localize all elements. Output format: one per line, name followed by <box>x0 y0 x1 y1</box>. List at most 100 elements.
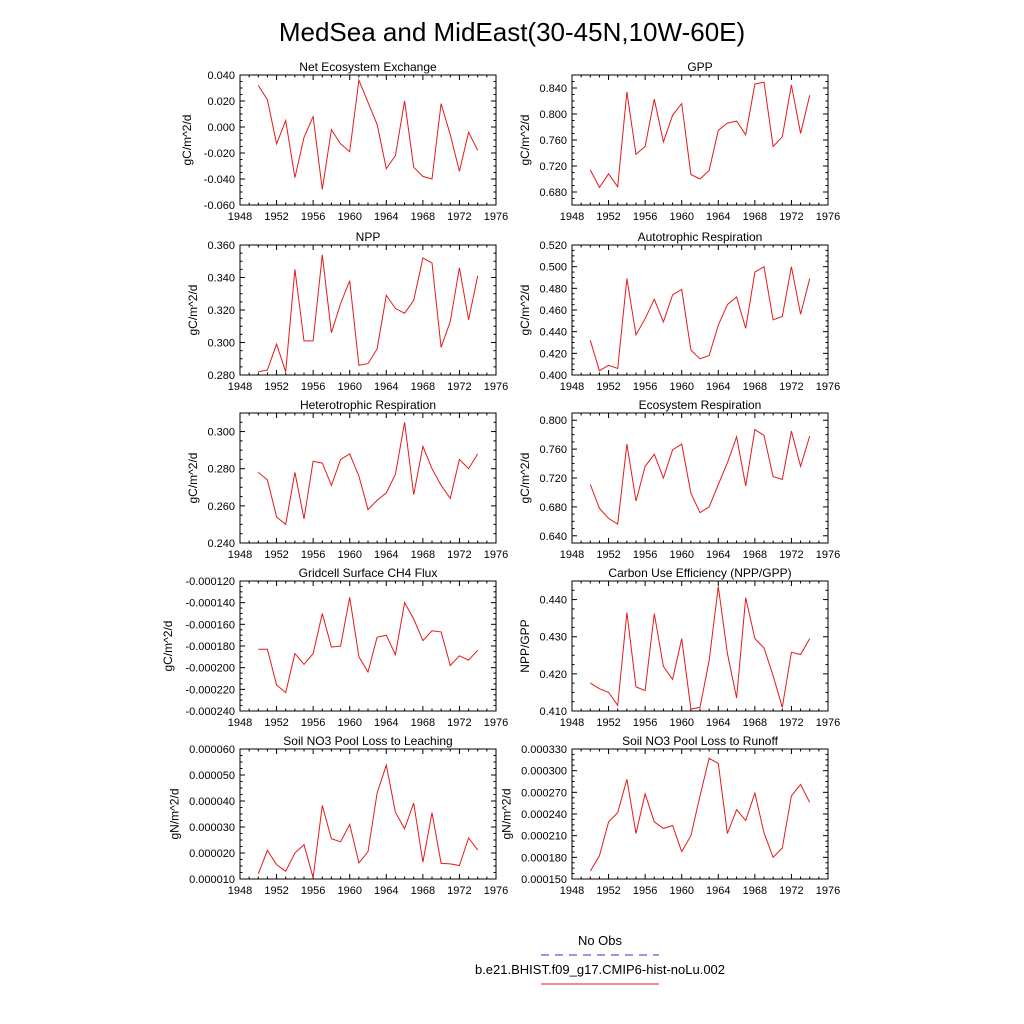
x-tick-label: 1952 <box>596 717 620 729</box>
x-tick-label: 1964 <box>706 211 730 223</box>
x-tick-label: 1956 <box>301 717 325 729</box>
y-axis-label: gC/m^2/d <box>180 115 194 166</box>
y-tick-label: 0.720 <box>539 161 567 173</box>
y-tick-label: 0.300 <box>207 427 235 439</box>
x-tick-label: 1948 <box>228 211 252 223</box>
y-tick-label: 0.000040 <box>189 796 235 808</box>
x-tick-label: 1952 <box>596 211 620 223</box>
y-tick-label: 0.760 <box>539 135 567 147</box>
panel-4: Heterotrophic Respiration 1948 1952 1956 196… <box>186 398 508 561</box>
panel-title: Soil NO3 Pool Loss to Runoff <box>622 734 779 748</box>
series-line <box>589 757 811 872</box>
x-tick-label: 1968 <box>743 211 767 223</box>
y-tick-label: 0.500 <box>539 262 567 274</box>
panel-title: GPP <box>687 60 712 74</box>
plot-frame <box>239 580 497 712</box>
plot-frame <box>239 244 497 376</box>
x-tick-label: 1976 <box>484 549 508 561</box>
panel-1: GPP 1948 1952 1956 1960 1964 1968 1972 1976 0.680… <box>518 60 840 223</box>
y-tick-label: 0.000330 <box>521 744 567 756</box>
series-line <box>589 428 811 526</box>
y-axis-label: gC/m^2/d <box>518 115 532 166</box>
y-axis-label: gC/m^2/d <box>161 621 175 672</box>
panel-title: Autotrophic Respiration <box>638 230 763 244</box>
x-tick-label: 1960 <box>669 381 693 393</box>
x-tick-label: 1956 <box>301 381 325 393</box>
x-tick-label: 1960 <box>337 381 361 393</box>
y-axis-label: gC/m^2/d <box>518 285 532 336</box>
x-tick-label: 1968 <box>411 549 435 561</box>
y-tick-label: 0.640 <box>539 531 567 543</box>
y-tick-label: 0.720 <box>539 473 567 485</box>
y-tick-label: 0.000 <box>207 122 235 134</box>
x-tick-label: 1964 <box>374 381 398 393</box>
x-tick-label: 1952 <box>264 717 288 729</box>
x-tick-label: 1952 <box>596 885 620 897</box>
panel-title: Soil NO3 Pool Loss to Leaching <box>283 734 452 748</box>
y-axis-label: gC/m^2/d <box>186 453 200 504</box>
legend-label-model: b.e21.BHIST.f09_g17.CMIP6-hist-noLu.002 <box>475 962 725 977</box>
x-tick-label: 1956 <box>633 885 657 897</box>
panel-0: Net Ecosystem Exchange 1948 1952 1956 1960 19… <box>180 60 508 223</box>
x-tick-label: 1956 <box>633 381 657 393</box>
y-tick-label: 0.480 <box>539 283 567 295</box>
x-tick-label: 1968 <box>411 211 435 223</box>
y-tick-label: -0.060 <box>204 200 235 212</box>
x-tick-label: 1952 <box>596 381 620 393</box>
y-tick-label: 0.440 <box>539 327 567 339</box>
panel-title: NPP <box>356 230 381 244</box>
figure-title: MedSea and MidEast(30-45N,10W-60E) <box>279 17 745 47</box>
x-tick-label: 1952 <box>596 549 620 561</box>
y-tick-label: 0.040 <box>207 70 235 82</box>
x-tick-label: 1964 <box>374 717 398 729</box>
y-tick-label: -0.040 <box>204 174 235 186</box>
x-tick-label: 1960 <box>669 211 693 223</box>
legend-label-no-obs: No Obs <box>578 933 623 948</box>
panel-5: Ecosystem Respiration 1948 1952 1956 1960 196… <box>518 398 840 561</box>
x-tick-label: 1960 <box>337 211 361 223</box>
y-tick-label: -0.020 <box>204 148 235 160</box>
panel-9: Soil NO3 Pool Loss to Runoff 1948 1952 1956… <box>499 734 840 897</box>
y-tick-label: 0.240 <box>207 538 235 550</box>
y-tick-label: -0.000200 <box>185 663 235 675</box>
x-tick-label: 1948 <box>228 381 252 393</box>
y-tick-label: 0.430 <box>539 632 567 644</box>
y-tick-label: 0.340 <box>207 273 235 285</box>
y-axis-label: gN/m^2/d <box>167 789 181 840</box>
x-tick-label: 1972 <box>779 549 803 561</box>
y-tick-label: 0.000300 <box>521 766 567 778</box>
y-tick-label: -0.000220 <box>185 684 235 696</box>
x-tick-label: 1972 <box>779 381 803 393</box>
x-tick-label: 1960 <box>337 885 361 897</box>
x-tick-label: 1972 <box>447 549 471 561</box>
y-tick-label: 0.000020 <box>189 848 235 860</box>
x-tick-label: 1960 <box>669 885 693 897</box>
y-tick-label: -0.000140 <box>185 598 235 610</box>
x-tick-label: 1964 <box>374 885 398 897</box>
x-tick-label: 1964 <box>706 717 730 729</box>
x-tick-label: 1964 <box>706 885 730 897</box>
panel-2: NPP 1948 1952 1956 1960 1964 1968 1972 1976 0.280… <box>186 230 508 393</box>
x-tick-label: 1952 <box>264 211 288 223</box>
y-tick-label: -0.000180 <box>185 641 235 653</box>
y-tick-label: 0.320 <box>207 305 235 317</box>
y-axis-label: gC/m^2/d <box>518 453 532 504</box>
x-tick-label: 1956 <box>301 885 325 897</box>
series-line <box>258 597 479 694</box>
y-tick-label: 0.000060 <box>189 744 235 756</box>
x-tick-label: 1948 <box>560 885 584 897</box>
x-tick-label: 1972 <box>779 717 803 729</box>
panel-7: Carbon Use Efficiency (NPP/GPP) 1948 1952 1… <box>518 566 840 729</box>
y-tick-label: 0.840 <box>539 83 567 95</box>
y-tick-label: 0.000030 <box>189 822 235 834</box>
x-tick-label: 1948 <box>228 717 252 729</box>
plot-frame <box>571 412 829 544</box>
x-tick-label: 1960 <box>337 717 361 729</box>
y-tick-label: 0.800 <box>539 415 567 427</box>
series-line <box>590 586 811 710</box>
x-tick-label: 1960 <box>669 717 693 729</box>
x-tick-label: 1956 <box>633 211 657 223</box>
x-tick-label: 1948 <box>560 717 584 729</box>
series-line <box>589 265 811 372</box>
x-tick-label: 1972 <box>447 885 471 897</box>
